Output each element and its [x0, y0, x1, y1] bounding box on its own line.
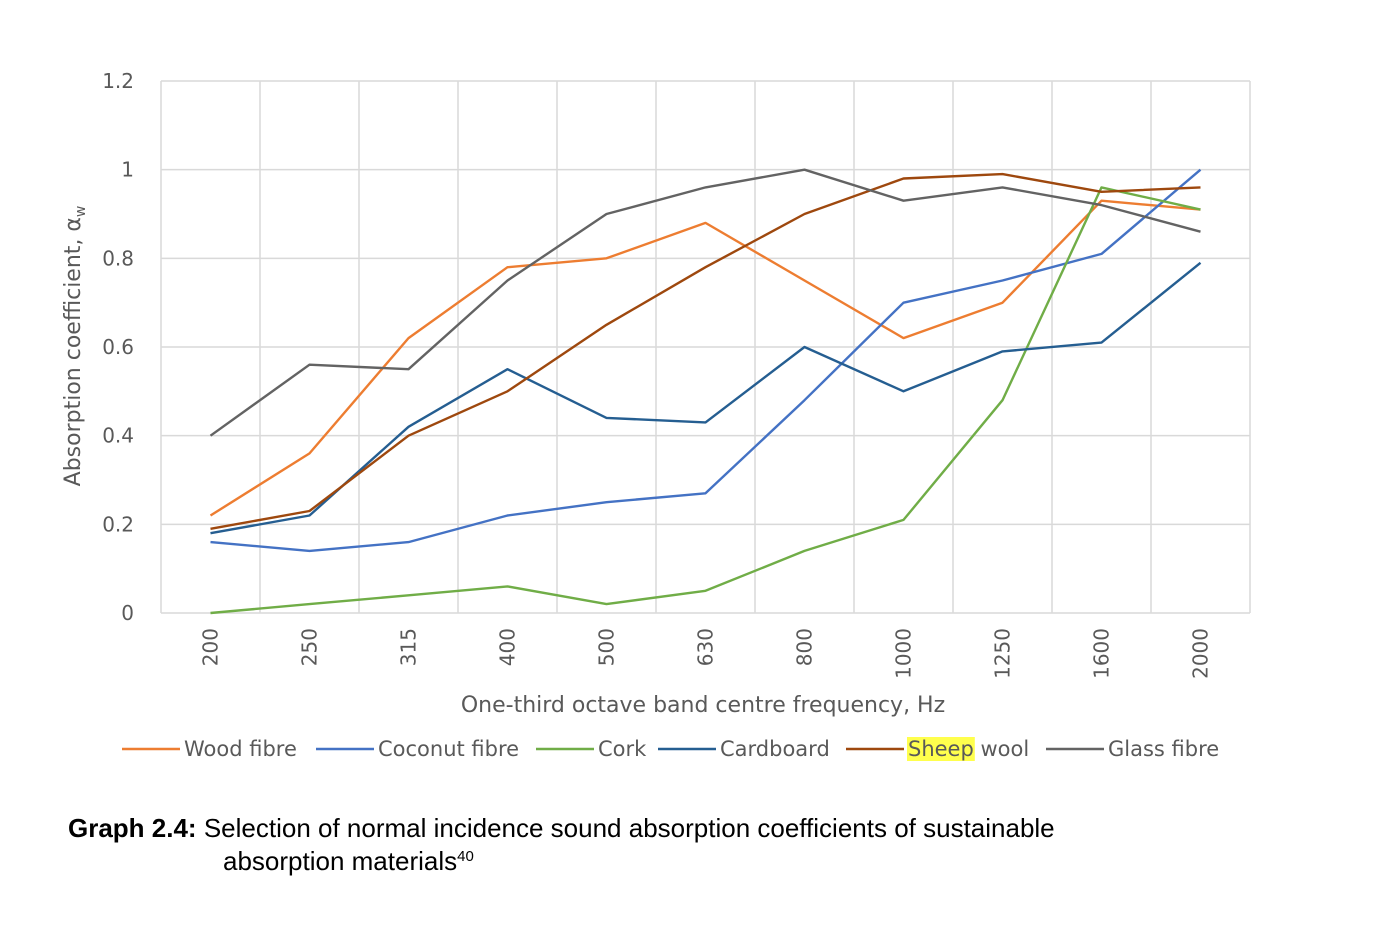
series-line-glass-fibre: [209, 168, 1201, 437]
legend: Wood fibre Coconut fibre Cork Cardboard Shee…: [122, 737, 1219, 761]
caption-label: Graph 2.4:: [68, 813, 197, 843]
x-tick-label: 1250: [991, 628, 1015, 679]
legend-highlight: [907, 737, 975, 761]
series-lines: [209, 168, 1202, 615]
x-tick-label: 2000: [1189, 628, 1213, 679]
x-tick-label: 630: [694, 628, 718, 666]
series-line-cork: [210, 186, 1201, 615]
caption-superscript: 40: [457, 848, 474, 865]
caption-text-line2: absorption materials: [223, 846, 458, 876]
line-chart: 0 0.2 0.4 0.6 0.8 1 1.2 200 250 315 400 500 630 800 1…: [61, 69, 1251, 761]
gridlines: [160, 80, 1251, 614]
y-tick-label: 1.2: [102, 69, 134, 93]
y-tick-label: 0.8: [102, 246, 134, 270]
legend-label-cardboard: Cardboard: [720, 737, 830, 761]
series-line-wood-fibre: [209, 199, 1201, 517]
y-tick-label: 0.6: [102, 335, 134, 359]
caption-text-line1: Selection of normal incidence sound abso…: [196, 813, 1055, 843]
legend-label-sheep-wool: Sheep wool: [908, 737, 1029, 761]
series-line-cardboard: [210, 261, 1202, 535]
y-axis-title: Absorption coefficient, αw: [61, 206, 89, 487]
x-tick-label: 800: [793, 628, 817, 666]
legend-label-wood-fibre: Wood fibre: [184, 737, 297, 761]
figure-caption: Graph 2.4: Selection of normal incidence…: [68, 812, 1318, 878]
y-tick-label: 0: [121, 601, 134, 625]
y-tick-label: 0.4: [102, 424, 134, 448]
x-tick-label: 400: [496, 628, 520, 666]
y-axis-ticks: 0 0.2 0.4 0.6 0.8 1 1.2: [102, 69, 134, 625]
y-tick-label: 1: [121, 158, 134, 182]
series-line-coconut-fibre: [210, 168, 1202, 553]
x-tick-label: 1000: [892, 628, 916, 679]
x-tick-label: 200: [199, 628, 223, 666]
legend-label-coconut-fibre: Coconut fibre: [378, 737, 519, 761]
legend-label-cork: Cork: [598, 737, 647, 761]
x-tick-label: 1600: [1090, 628, 1114, 679]
legend-label-glass-fibre: Glass fibre: [1108, 737, 1219, 761]
x-axis-ticks: 200 250 315 400 500 630 800 1000 1250 1600 2000: [199, 628, 1213, 679]
y-tick-label: 0.2: [102, 512, 134, 536]
x-axis-title: One-third octave band centre frequency, …: [461, 693, 945, 718]
series-line-sheep-wool: [210, 172, 1201, 530]
x-tick-label: 315: [397, 628, 421, 666]
x-tick-label: 250: [298, 628, 322, 666]
x-tick-label: 500: [595, 628, 619, 666]
